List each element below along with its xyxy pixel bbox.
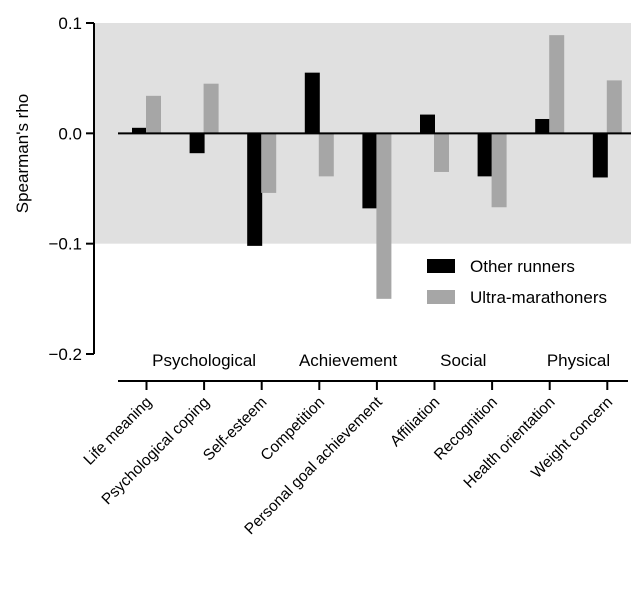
group-label-psychological: Psychological <box>152 351 256 370</box>
bar-other-runners-competition <box>304 72 320 134</box>
y-tick-label: −0.2 <box>48 345 82 364</box>
bar-ultra-marathoners-competition <box>318 133 334 177</box>
bar-ultra-marathoners-recognition <box>491 133 507 208</box>
group-label-physical: Physical <box>547 351 610 370</box>
y-tick-label: 0.1 <box>58 14 82 33</box>
group-label-achievement: Achievement <box>299 351 398 370</box>
bars-layer <box>132 35 622 299</box>
bar-ultra-marathoners-affiliation <box>434 133 449 172</box>
group-label-social: Social <box>440 351 486 370</box>
bar-other-runners-psychological-coping <box>189 133 205 154</box>
category-label-affiliation: Affiliation <box>387 394 443 450</box>
bar-ultra-marathoners-health-orientation <box>549 35 565 134</box>
y-tick-label: −0.1 <box>48 235 82 254</box>
bar-other-runners-health-orientation <box>535 118 551 134</box>
x-ticks <box>145 381 609 390</box>
category-label-psychological-coping: Psychological coping <box>99 394 213 508</box>
bar-other-runners-weight-concern <box>592 133 608 178</box>
y-axis-label: Spearman's rho <box>13 94 32 213</box>
bar-ultra-marathoners-self-esteem <box>261 133 277 193</box>
bar-ultra-marathoners-weight-concern <box>606 80 622 134</box>
bar-ultra-marathoners-personal-goal-achievement <box>376 133 392 299</box>
bar-ultra-marathoners-psychological-coping <box>203 83 219 134</box>
bar-other-runners-recognition <box>477 133 493 177</box>
y-tick-label: 0.0 <box>58 124 82 143</box>
y-ticks: 0.1 0.0 −0.1 −0.2 <box>48 14 94 364</box>
legend-swatch-other-runners <box>427 259 455 273</box>
bar-other-runners-life-meaning <box>132 127 147 134</box>
bar-ultra-marathoners-life-meaning <box>146 95 161 134</box>
legend-label-ultra-marathoners: Ultra-marathoners <box>470 288 607 307</box>
legend: Other runners Ultra-marathoners <box>427 257 607 307</box>
legend-label-other-runners: Other runners <box>470 257 575 276</box>
bar-other-runners-self-esteem <box>247 133 263 246</box>
group-labels: Psychological Achievement Social Physical <box>152 351 610 370</box>
bar-other-runners-affiliation <box>420 114 435 134</box>
legend-swatch-ultra-marathoners <box>427 290 455 304</box>
bar-other-runners-personal-goal-achievement <box>362 133 378 209</box>
